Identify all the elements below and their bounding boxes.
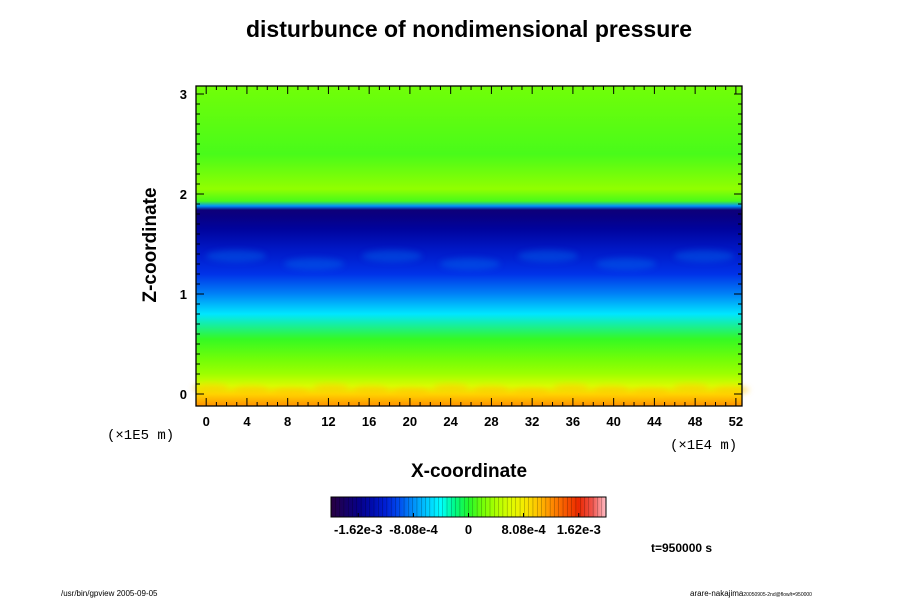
x-tick-label: 12 [321,414,335,429]
x-tick-label: 24 [443,414,458,429]
y-axis-unit: (×1E5 m) [107,428,174,444]
footer-right-name: arare-nakajima [690,589,744,598]
plot-frame [195,85,743,407]
colorbar-tick-label: 8.08e-4 [501,522,546,537]
colorbar: -1.62e-3 -8.08e-4 0 8.08e-4 1.62e-3 [330,496,607,537]
footer-right-sub: 20050905-2nd@flow/t=950000 [743,592,812,598]
colorbar-tick-label: -1.62e-3 [334,522,382,537]
x-axis-ticks: 0 4 8 12 16 20 24 28 32 36 40 44 48 52 [195,86,743,429]
y-tick-label: 1 [180,287,187,302]
heatmap-field [196,86,742,406]
x-tick-label: 4 [243,414,251,429]
x-tick-label: 52 [729,414,743,429]
x-tick-label: 0 [203,414,210,429]
y-tick-label: 3 [180,87,187,102]
y-tick-label: 2 [180,187,187,202]
y-tick-label: 0 [180,387,187,402]
x-tick-label: 48 [688,414,702,429]
footer-left: /usr/bin/gpview 2005-09-05 [61,589,158,598]
x-tick-label: 44 [647,414,662,429]
footer-right: arare-nakajima20050905-2nd@flow/t=950000 [690,589,812,598]
x-tick-label: 8 [284,414,291,429]
colorbar-steps [335,497,602,517]
y-axis-ticks: 0 1 2 3 [180,87,742,402]
y-axis-label: Z-coordinate [140,187,161,302]
x-tick-label: 32 [525,414,539,429]
colorbar-ticks: -1.62e-3 -8.08e-4 0 8.08e-4 1.62e-3 [334,513,601,537]
colorbar-tick-label: -8.08e-4 [389,522,438,537]
chart-title: disturbunce of nondimensional pressure [246,16,692,42]
x-tick-label: 20 [403,414,417,429]
field-texture [193,250,749,396]
time-label: t=950000 s [651,541,712,555]
x-tick-label: 40 [606,414,620,429]
x-tick-label: 36 [566,414,580,429]
x-axis-unit: (×1E4 m) [670,438,737,454]
x-tick-label: 16 [362,414,376,429]
x-axis-label: X-coordinate [411,461,527,482]
colorbar-tick-label: 0 [465,522,472,537]
colorbar-tick-label: 1.62e-3 [557,522,601,537]
x-tick-label: 28 [484,414,498,429]
